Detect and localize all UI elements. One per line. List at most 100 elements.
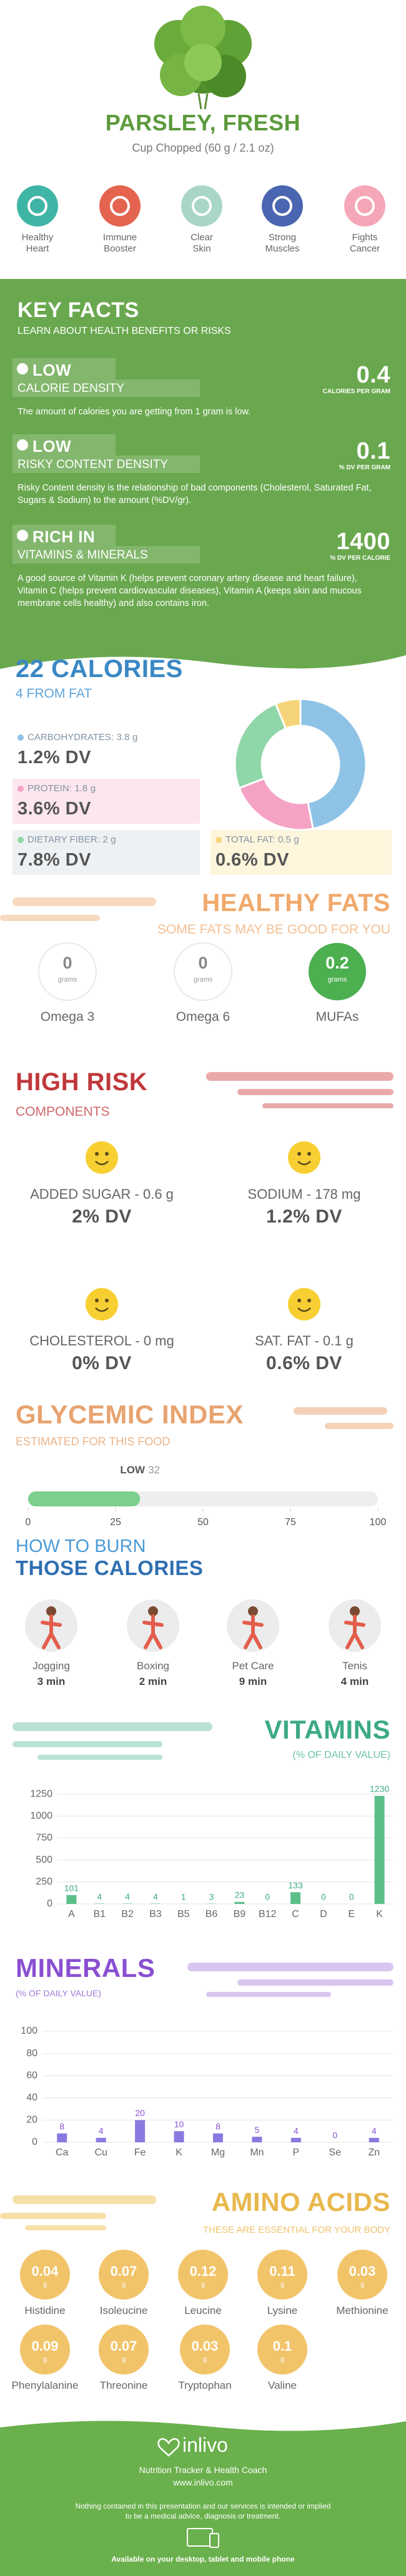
smiley-eye: [95, 1299, 99, 1302]
y-tick-label: 1000: [30, 1810, 52, 1821]
x-tick-label: 75: [285, 1517, 296, 1528]
benefit-icon-detail: [272, 196, 292, 216]
amino-name: Threonine: [99, 2379, 148, 2391]
x-tick-label: B9: [234, 1909, 246, 1920]
value-label: 1230: [370, 1784, 389, 1794]
amino-value: 0.03: [191, 2338, 219, 2354]
parsley-leaf: [184, 44, 222, 81]
bar: [66, 1895, 77, 1904]
amino-circle: [20, 2325, 70, 2374]
subtitle: Cup Chopped (60 g / 2.1 oz): [132, 142, 274, 154]
parsley-leaf: [181, 6, 225, 51]
risk-dv: 2% DV: [72, 1206, 132, 1227]
value-label: 0: [265, 1892, 270, 1902]
amino-unit: g: [121, 2356, 126, 2363]
amino-name: Tryptophan: [178, 2379, 232, 2391]
smiley: [86, 1288, 118, 1320]
y-tick-label: 20: [26, 2115, 37, 2125]
fat-unit: grams: [327, 976, 347, 983]
decor-bar: [25, 2225, 106, 2230]
y-tick-label: 100: [21, 2026, 37, 2036]
name-box: [12, 546, 200, 564]
fat-unit: grams: [193, 976, 213, 983]
amino-name: Isoleucine: [99, 2305, 148, 2316]
amino-value: 0.07: [110, 2338, 137, 2354]
amino-value: 0.1: [272, 2338, 292, 2354]
value-label: 5: [255, 2125, 260, 2135]
risk-label: ADDED SUGAR - 0.6 g: [30, 1186, 174, 1202]
url: www.inlivo.com: [173, 2477, 233, 2487]
activity-head: [350, 1606, 360, 1616]
smiley-eye: [95, 1152, 99, 1156]
smiley-eye: [297, 1152, 301, 1156]
x-tick-label: K: [376, 1909, 383, 1920]
decor-bar: [0, 2213, 106, 2219]
nutrient-label: TOTAL FAT: 0.5 g: [225, 834, 299, 845]
activity-time: 3 min: [37, 1676, 66, 1687]
level-box: [12, 358, 116, 379]
value-label: 3: [209, 1891, 214, 1901]
x-tick-label: B3: [149, 1909, 162, 1920]
amino-unit: g: [121, 2281, 126, 2288]
value-label: 4: [294, 2126, 299, 2136]
fact-icon: [17, 363, 28, 374]
activity-time: 9 min: [239, 1676, 267, 1687]
amino-unit: g: [280, 2281, 285, 2288]
y-tick-label: 1250: [30, 1788, 52, 1799]
amino-name: Lysine: [267, 2305, 298, 2316]
name-box: [12, 456, 200, 473]
bar: [374, 1795, 385, 1904]
amino-value: 0.03: [349, 2263, 376, 2279]
smiley-eye: [307, 1299, 311, 1302]
amino-circle: [99, 2325, 149, 2374]
y-tick-label: 80: [26, 2048, 37, 2059]
fat-circle: [38, 942, 97, 1001]
smiley-eye: [307, 1152, 311, 1156]
pie-slice: [238, 777, 314, 831]
section-title: AMINO ACIDS: [211, 2187, 390, 2217]
y-tick-label: 750: [36, 1833, 52, 1843]
section-title: HOW TO BURN: [16, 1536, 146, 1556]
decor-bar: [12, 897, 156, 906]
device-icon: [209, 2533, 219, 2548]
amino-circle: [20, 2250, 70, 2300]
fat-value: 0: [198, 954, 208, 972]
x-tick-label: B5: [177, 1909, 190, 1920]
section-subtitle: THESE ARE ESSENTIAL FOR YOUR BODY: [202, 2225, 390, 2235]
fact-value: 0.1: [356, 438, 390, 464]
bar: [122, 1903, 133, 1904]
section-subtitle: (% OF DAILY VALUE): [292, 1750, 390, 1760]
x-tick-label: 50: [197, 1517, 209, 1528]
section-title: MINERALS: [16, 1953, 156, 1983]
nutrient-name: CARBOHYDRATES:: [27, 732, 114, 743]
nutrient-amount: 1.8: [74, 783, 88, 794]
section-subtitle: ESTIMATED FOR THIS FOOD: [16, 1435, 171, 1448]
decor-bar: [294, 1407, 387, 1415]
amino-unit: g: [201, 2281, 205, 2288]
section-title: 22 CALORIES: [16, 655, 183, 683]
smiley-mouth: [297, 1307, 311, 1312]
amino-unit: g: [360, 2281, 365, 2288]
value-label: 0: [332, 2130, 337, 2140]
amino-value: 0.07: [110, 2263, 137, 2279]
amino-name: Histidine: [24, 2305, 66, 2316]
x-tick-label: B6: [205, 1909, 218, 1920]
fat-circle: [174, 942, 232, 1001]
activity-figure: [242, 1614, 264, 1649]
section-subtitle: COMPONENTS: [16, 1105, 110, 1119]
fat-name: Omega 6: [176, 1010, 230, 1024]
x-tick-label: Mn: [250, 2147, 264, 2158]
fact-icon: [17, 530, 28, 541]
bar: [150, 1903, 161, 1904]
amino-circle: [257, 2325, 307, 2374]
nutrient-amount: 0.5: [277, 834, 291, 845]
amino-unit: g: [42, 2281, 47, 2288]
nutrient-unit: g: [132, 732, 138, 743]
availability: Available on your desktop, tablet and mo…: [111, 2555, 295, 2564]
benefit-label: Immune Booster: [102, 232, 137, 254]
decor-bar: [206, 1992, 331, 1997]
smiley-mouth: [95, 1161, 109, 1166]
nutrient-dv: 7.8% DV: [17, 850, 91, 870]
benefit-icon: [99, 185, 141, 227]
